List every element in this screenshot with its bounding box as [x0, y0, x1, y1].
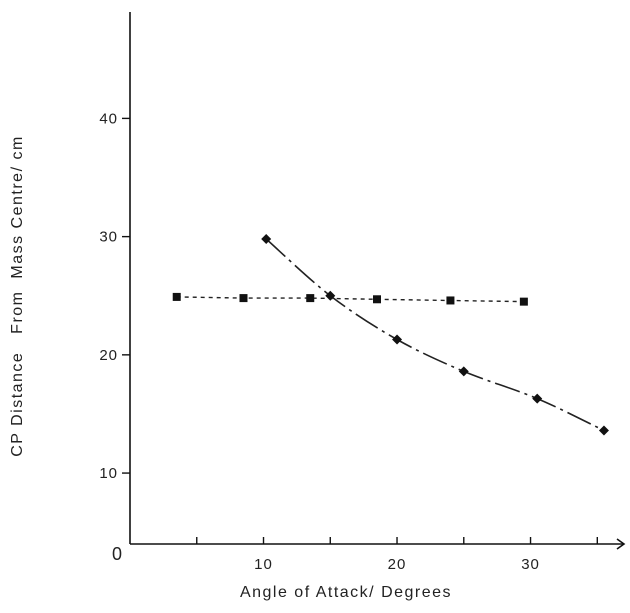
x-tick-label: 20: [388, 556, 407, 573]
y-axis-title: CP Distance From Mass Centre/ cm: [9, 135, 26, 457]
data-point: [446, 296, 455, 305]
data-point: [172, 292, 181, 301]
data-point: [532, 393, 543, 404]
series-layer: [172, 233, 609, 436]
data-point: [598, 425, 609, 436]
y-tick-labels: 10 20 30 40: [99, 110, 118, 482]
y-tick-label: 10: [99, 465, 118, 482]
x-axis-arrow: [616, 538, 626, 550]
data-point: [519, 297, 528, 306]
series-2: [261, 233, 609, 436]
data-point: [261, 233, 272, 244]
data-point: [392, 334, 403, 345]
origin-label: 0: [112, 544, 122, 564]
x-tick-labels: 10 20 30: [254, 556, 540, 573]
data-point: [373, 295, 381, 304]
x-tick-label: 10: [254, 556, 273, 573]
y-ticks: [122, 117, 130, 474]
y-tick-label: 40: [99, 110, 118, 127]
y-tick-label: 30: [99, 229, 118, 246]
data-point: [306, 294, 315, 303]
x-axis-title: Angle of Attack/ Degrees: [240, 584, 452, 601]
series-line: [176, 296, 524, 303]
data-point: [458, 366, 469, 377]
series-line: [265, 238, 605, 432]
data-point: [239, 294, 248, 303]
y-tick-label: 20: [99, 347, 118, 364]
series-1: [172, 292, 528, 306]
axes: [129, 12, 626, 550]
x-ticks: [196, 537, 598, 544]
x-tick-label: 30: [521, 556, 540, 573]
data-point: [325, 290, 336, 301]
